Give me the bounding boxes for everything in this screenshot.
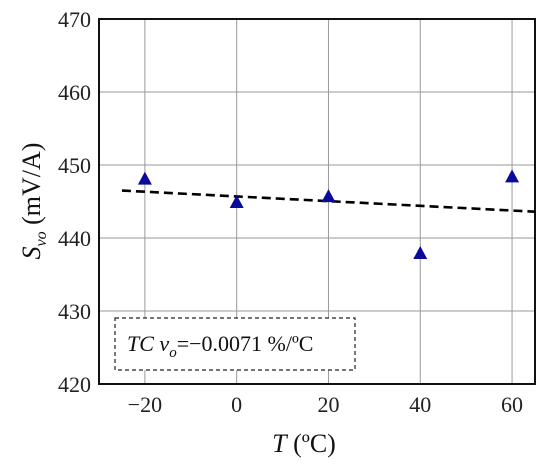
triangle-marker (413, 246, 428, 260)
y-tick-label: 440 (58, 226, 91, 251)
plot-frame (98, 18, 536, 385)
triangle-marker (321, 189, 336, 203)
y-tick-label: 460 (58, 80, 91, 105)
x-tick-label: 40 (409, 392, 431, 417)
triangle-marker (137, 171, 152, 185)
triangle-marker (229, 194, 244, 208)
y-axis-title: Svo (mV/A) (17, 143, 50, 260)
trend-line (121, 189, 536, 214)
annotation-text: TC vo=−0.0071 %/ºC (127, 331, 313, 361)
triangle-marker (505, 169, 520, 183)
y-tick-labels: 420 430 440 450 460 470 (58, 7, 91, 397)
x-tick-label: 20 (317, 392, 339, 417)
x-axis-title: T (ºC) (272, 429, 336, 458)
y-tick-label: 420 (58, 372, 91, 397)
x-tick-label: 60 (501, 392, 523, 417)
annotation-box (114, 317, 356, 371)
y-tick-label: 470 (58, 7, 91, 32)
x-tick-label: −20 (128, 392, 162, 417)
y-tick-label: 450 (58, 153, 91, 178)
x-tick-label: 0 (231, 392, 242, 417)
y-tick-label: 430 (58, 299, 91, 324)
data-points (137, 169, 520, 260)
x-tick-labels: −20 0 20 40 60 (128, 392, 523, 417)
